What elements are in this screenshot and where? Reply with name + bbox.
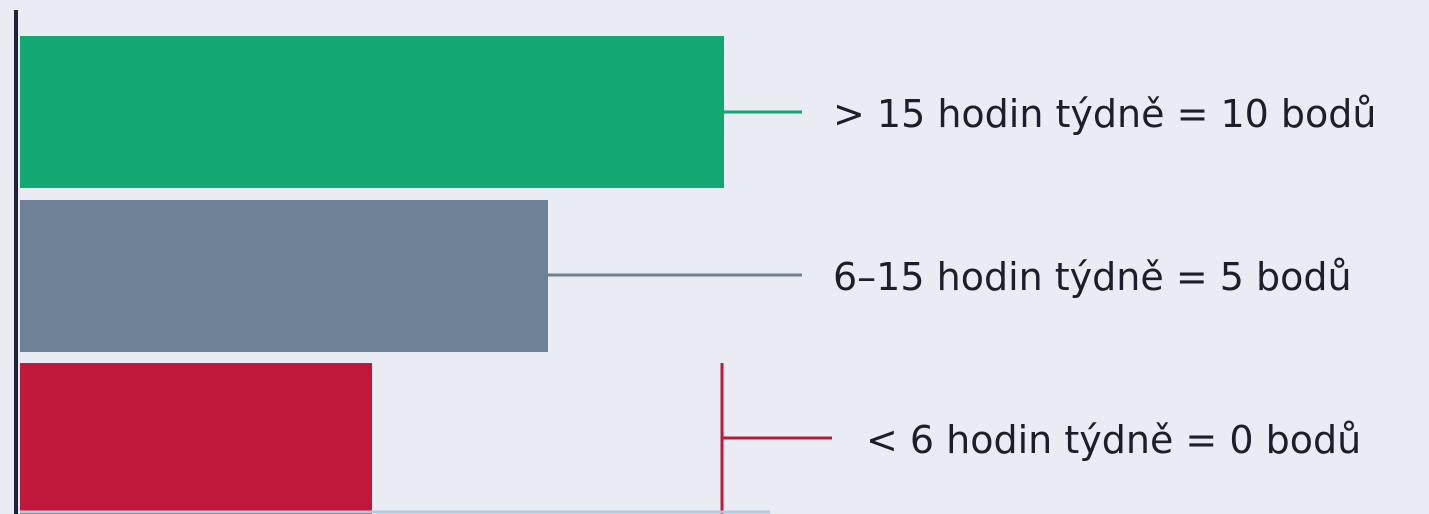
bar-label-0: > 15 hodin týdně = 10 bodů bbox=[833, 92, 1377, 136]
labels-group: > 15 hodin týdně = 10 bodů 6–15 hodin tý… bbox=[833, 92, 1377, 462]
connectors-group bbox=[20, 110, 832, 514]
bar-2 bbox=[20, 363, 372, 514]
bar-label-1: 6–15 hodin týdně = 5 bodů bbox=[833, 255, 1352, 299]
bar-label-2: < 6 hodin týdně = 0 bodů bbox=[866, 418, 1361, 462]
bars-group bbox=[20, 36, 724, 514]
bar-0 bbox=[20, 36, 724, 188]
bar-1 bbox=[20, 200, 548, 352]
